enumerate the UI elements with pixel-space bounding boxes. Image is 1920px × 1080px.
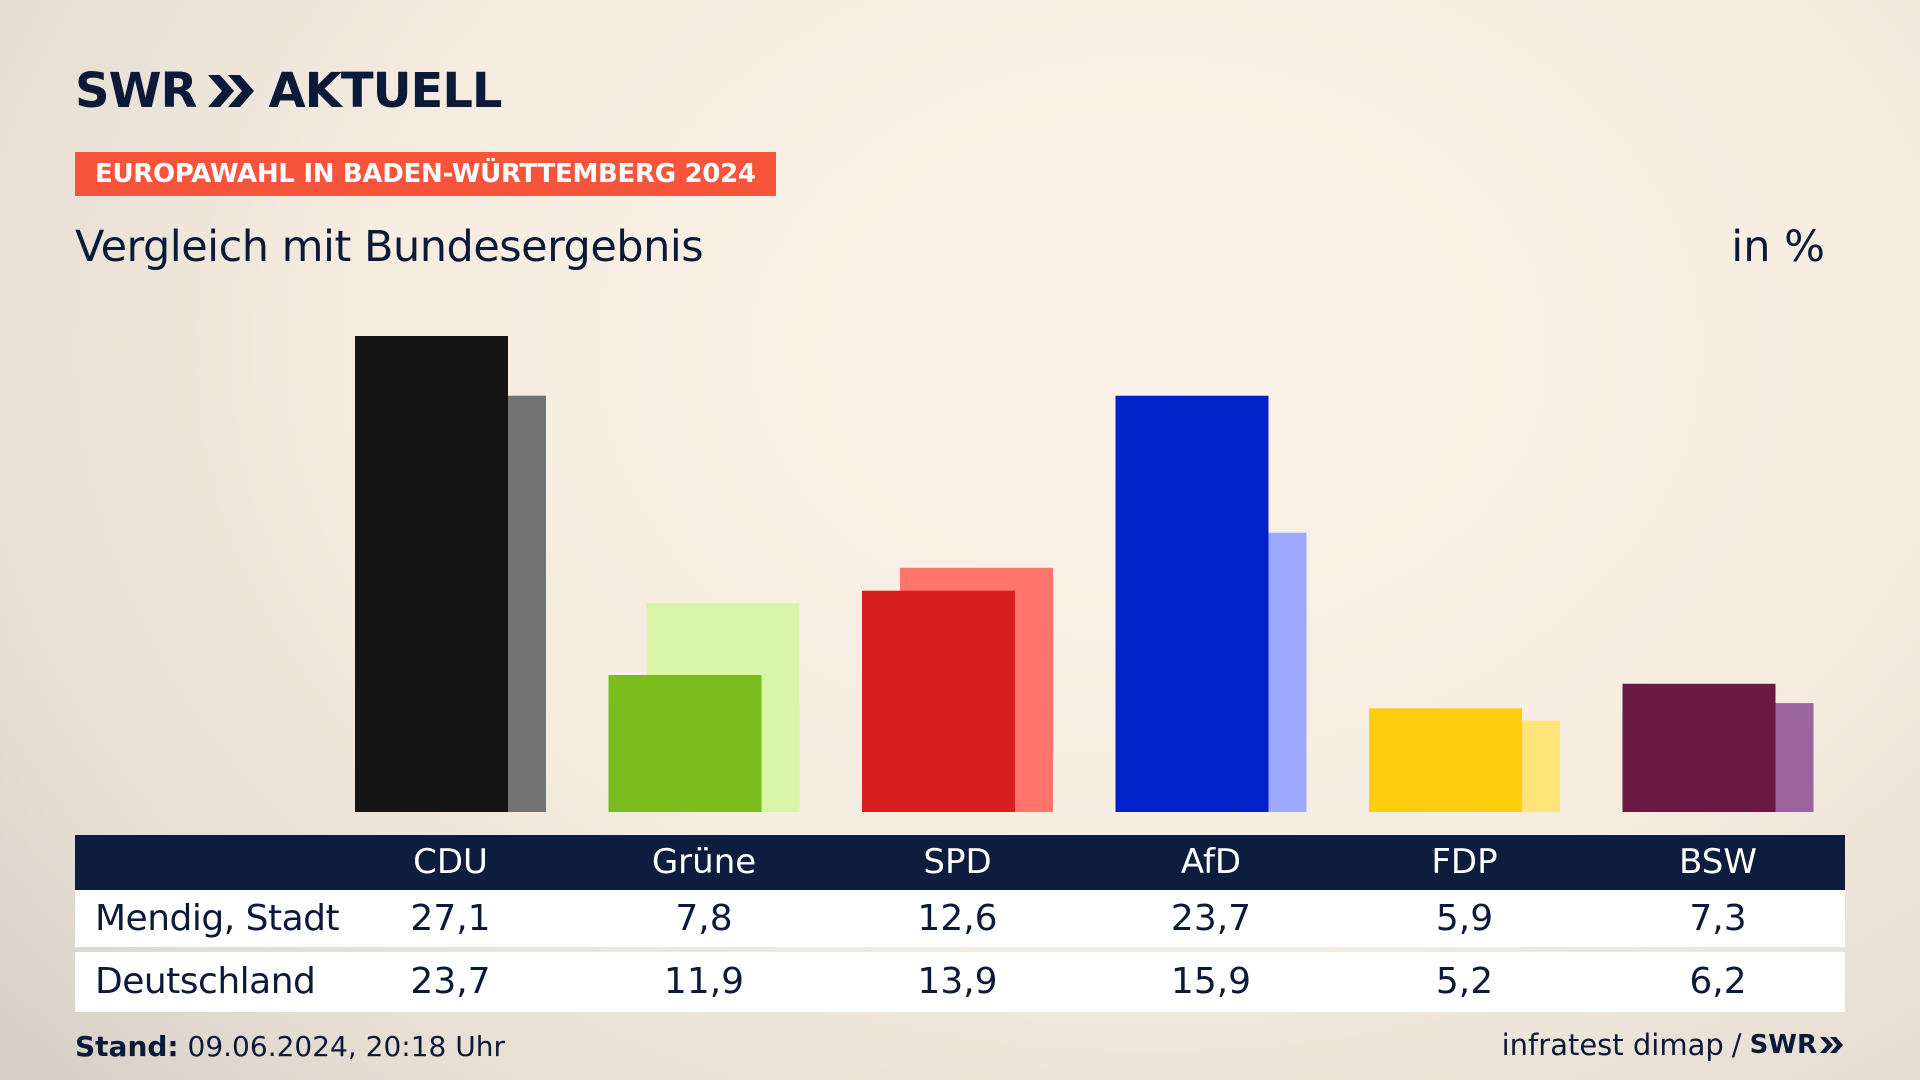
- table-cell-bsw: 6,2: [1689, 961, 1747, 1002]
- stand-value: 09.06.2024, 20:18 Uhr: [187, 1030, 505, 1063]
- chevrons-icon: [208, 75, 255, 107]
- results-table: CDU Grüne SPD AfD FDP BSW Mendig, Stadt 27,1 7…: [75, 835, 1845, 1012]
- stand-label: Stand:: [75, 1030, 179, 1063]
- table-cell-cdu: 23,7: [410, 961, 491, 1002]
- column-header-gruene: Grüne: [651, 842, 757, 882]
- column-header-fdp: FDP: [1431, 842, 1498, 882]
- bar-mendig-cdu: [355, 336, 508, 812]
- column-header-bsw: BSW: [1679, 842, 1757, 882]
- swr-aktuell-logo: SWR AKTUELL: [75, 63, 503, 119]
- footer-brand: SWR: [1749, 1030, 1817, 1060]
- election-tag: EUROPAWAHL IN BADEN-WÜRTTEMBERG 2024: [75, 152, 776, 196]
- table-row-deutschland: Deutschland 23,7 11,9 13,9 15,9 5,2 6,2: [75, 952, 1845, 1012]
- column-header-spd: SPD: [923, 842, 992, 882]
- table-cell-gruene: 11,9: [663, 961, 745, 1002]
- bar-mendig-afd: [1115, 395, 1269, 812]
- bar-chart: [355, 336, 1814, 812]
- table-cell-bsw: 7,3: [1689, 898, 1747, 939]
- source-text: infratest dimap: [1501, 1028, 1724, 1062]
- bar-mendig-spd: [862, 590, 1015, 812]
- bar-mendig-bsw: [1622, 683, 1776, 812]
- table-cell-spd: 12,6: [917, 898, 998, 939]
- footer-timestamp: Stand: 09.06.2024, 20:18 Uhr: [75, 1030, 505, 1063]
- column-header-afd: AfD: [1180, 842, 1242, 882]
- source-separator: /: [1731, 1028, 1742, 1062]
- table-cell-fdp: 5,9: [1435, 898, 1494, 939]
- bar-mendig-fdp: [1369, 708, 1522, 812]
- logo-text: SWR: [75, 63, 197, 119]
- row-label-mendig: Mendig, Stadt: [95, 898, 340, 939]
- table-cell-spd: 13,9: [917, 961, 998, 1002]
- table-cell-cdu: 27,1: [410, 898, 491, 939]
- row-label-deutschland: Deutschland: [95, 961, 316, 1002]
- chart-subtitle: Vergleich mit Bundesergebnis: [75, 222, 704, 272]
- table-cell-gruene: 7,8: [675, 898, 733, 939]
- footer-swr-logo: SWR: [1750, 1030, 1845, 1060]
- logo-suffix: AKTUELL: [268, 63, 502, 119]
- table-row-mendig: Mendig, Stadt 27,1 7,8 12,6 23,7 5,9 7,3: [75, 890, 1845, 947]
- table-cell-fdp: 5,2: [1435, 961, 1494, 1002]
- table-cell-afd: 23,7: [1170, 898, 1252, 939]
- column-header-cdu: CDU: [413, 842, 488, 882]
- unit-label: in %: [1731, 222, 1825, 272]
- chevrons-icon: [1820, 1037, 1843, 1053]
- table-cell-afd: 15,9: [1170, 961, 1252, 1002]
- table-header: CDU Grüne SPD AfD FDP BSW: [75, 835, 1845, 890]
- footer-source: infratest dimap / SWR: [1502, 1028, 1845, 1062]
- bar-mendig-gruene: [608, 674, 762, 812]
